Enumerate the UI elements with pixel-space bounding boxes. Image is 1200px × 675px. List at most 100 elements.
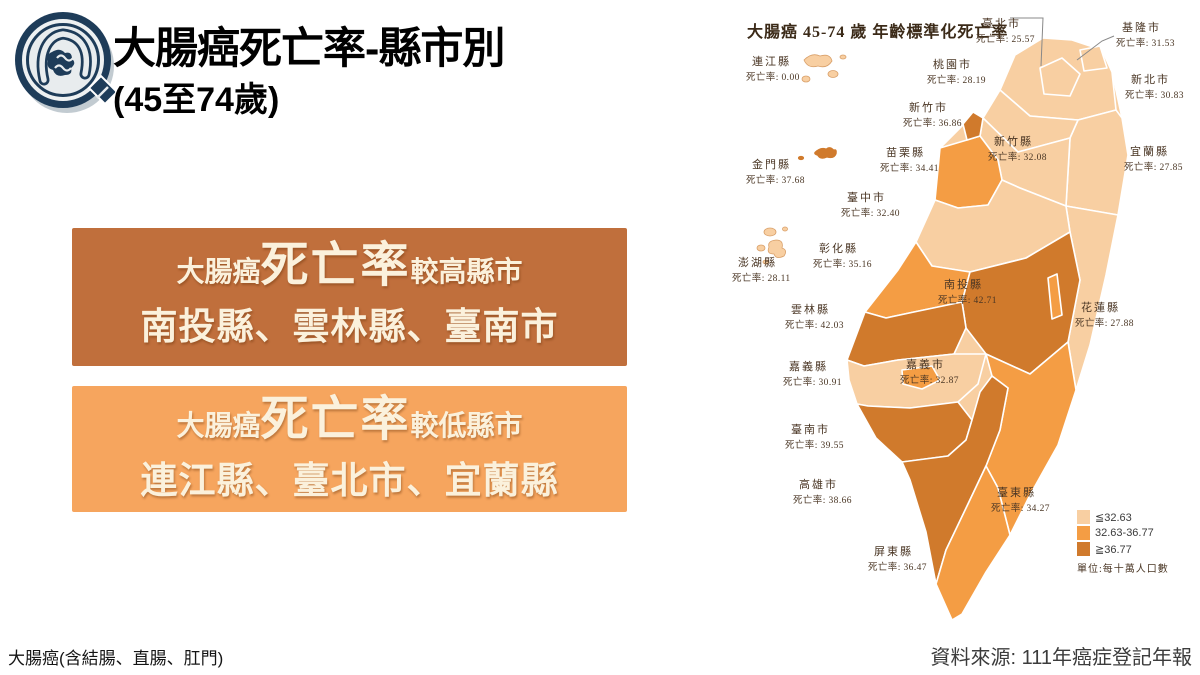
title-line2: (45至74歲) <box>113 80 280 119</box>
county-shape-taipei <box>1039 57 1081 97</box>
colon-magnifier-icon <box>13 6 119 120</box>
county-label: 新北市死亡率: 30.83 <box>1125 72 1184 104</box>
county-name: 嘉義市 <box>906 359 945 371</box>
county-label: 苗栗縣死亡率: 34.41 <box>880 145 939 177</box>
county-rate: 死亡率: 0.00 <box>746 73 800 84</box>
taipei-leader-line <box>1010 17 1044 67</box>
county-rate: 死亡率: 32.87 <box>900 376 959 387</box>
county-rate: 死亡率: 39.55 <box>785 441 844 452</box>
legend-label: 32.63-36.77 <box>1095 527 1154 539</box>
county-label: 臺北市死亡率: 25.57 <box>976 16 1035 48</box>
county-name: 嘉義縣 <box>789 361 828 373</box>
county-rate: 死亡率: 37.68 <box>746 176 805 187</box>
county-label: 基隆市死亡率: 31.53 <box>1116 20 1175 52</box>
county-label: 南投縣死亡率: 42.71 <box>938 277 997 309</box>
county-name: 新竹縣 <box>994 136 1033 148</box>
county-rate: 死亡率: 42.71 <box>938 296 997 307</box>
county-label: 新竹市 死亡率: 36.86 <box>903 100 962 132</box>
county-rate: 死亡率: 28.11 <box>732 274 791 285</box>
county-label: 臺南市死亡率: 39.55 <box>785 422 844 454</box>
low-box-emphasis: 死亡率 <box>260 393 411 446</box>
county-name: 澎湖縣 <box>738 257 777 269</box>
county-rate: 死亡率: 30.83 <box>1125 91 1184 102</box>
taiwan-map-svg <box>756 17 1129 621</box>
high-box-prefix: 大腸癌 <box>176 256 261 287</box>
county-rate: 死亡率: 38.66 <box>793 496 852 507</box>
county-rate: 死亡率: 30.91 <box>783 378 842 389</box>
county-name: 臺東縣 <box>997 487 1036 499</box>
map-legend: ≦32.63 32.63-36.77 ≧36.77 單位:每十萬人口數 <box>1077 510 1169 575</box>
county-label: 連江縣死亡率: 0.00 <box>746 54 800 86</box>
county-rate: 死亡率: 34.41 <box>880 164 939 175</box>
county-label: 嘉義市死亡率: 32.87 <box>900 357 959 389</box>
county-name: 雲林縣 <box>791 304 830 316</box>
high-box-heading: 大腸癌死亡率較高縣市 <box>72 236 627 296</box>
county-rate: 死亡率: 28.19 <box>927 76 986 87</box>
county-label: 臺東縣 死亡率: 34.27 <box>991 485 1050 517</box>
title-line1: 大腸癌死亡率-縣市別 <box>113 25 505 73</box>
footer-note-left: 大腸癌(含結腸、直腸、肛門) <box>8 649 224 668</box>
high-mortality-box: 大腸癌死亡率較高縣市 南投縣、雲林縣、臺南市 <box>72 228 627 366</box>
county-rate: 死亡率: 32.40 <box>841 209 900 220</box>
county-rate: 死亡率: 35.16 <box>813 260 872 271</box>
county-shape-kaohsiung <box>901 375 1009 585</box>
legend-unit: 單位:每十萬人口數 <box>1077 564 1169 575</box>
legend-item: ≧36.77 <box>1077 542 1169 556</box>
county-rate: 死亡率: 32.08 <box>988 153 1047 164</box>
county-name: 高雄市 <box>799 479 838 491</box>
county-label: 雲林縣死亡率: 42.03 <box>785 302 844 334</box>
footer-source-right: 資料來源: 111年癌症登記年報 <box>930 647 1192 669</box>
low-mortality-box: 大腸癌死亡率較低縣市 連江縣、臺北市、宜蘭縣 <box>72 386 627 512</box>
county-rate: 死亡率: 42.03 <box>785 321 844 332</box>
county-shape-chiayi-city <box>901 365 941 390</box>
county-label: 嘉義縣死亡率: 30.91 <box>783 359 842 391</box>
county-name: 屏東縣 <box>874 546 913 558</box>
county-name: 苗栗縣 <box>886 147 925 159</box>
county-shape-nantou <box>961 231 1081 375</box>
matsu-islands <box>801 54 847 83</box>
county-rate: 死亡率: 27.88 <box>1075 319 1134 330</box>
county-name: 南投縣 <box>944 279 983 291</box>
county-shape-keelung <box>1079 45 1108 72</box>
county-label: 花蓮縣死亡率: 27.88 <box>1075 300 1134 332</box>
county-label: 高雄市死亡率: 38.66 <box>793 477 852 509</box>
county-name: 花蓮縣 <box>1081 302 1120 314</box>
county-name: 彰化縣 <box>819 243 858 255</box>
low-box-suffix: 較低縣市 <box>410 410 523 441</box>
keelung-leader-line <box>1076 35 1115 61</box>
county-label: 彰化縣死亡率: 35.16 <box>813 241 872 273</box>
county-rate: 死亡率: 25.57 <box>976 35 1035 46</box>
penghu-islands <box>756 226 788 265</box>
county-name: 臺中市 <box>847 192 886 204</box>
county-label: 臺中市死亡率: 32.40 <box>841 190 900 222</box>
county-shape-hsinchu-city <box>962 111 984 141</box>
high-box-emphasis: 死亡率 <box>260 239 411 292</box>
page-title: 大腸癌死亡率-縣市別 (45至74歲) <box>113 24 505 120</box>
low-box-prefix: 大腸癌 <box>176 410 261 441</box>
high-box-counties: 南投縣、雲林縣、臺南市 <box>140 306 559 347</box>
county-label: 金門縣死亡率: 37.68 <box>746 157 805 189</box>
legend-item: 32.63-36.77 <box>1077 526 1169 540</box>
county-name: 基隆市 <box>1122 22 1161 34</box>
low-box-counties: 連江縣、臺北市、宜蘭縣 <box>140 460 559 501</box>
legend-swatch <box>1077 510 1090 524</box>
county-rate: 死亡率: 36.86 <box>903 119 962 130</box>
high-box-suffix: 較高縣市 <box>410 256 523 287</box>
county-rate: 死亡率: 36.47 <box>868 563 927 574</box>
legend-item: ≦32.63 <box>1077 510 1169 524</box>
legend-swatch <box>1077 542 1090 556</box>
county-label: 屏東縣死亡率: 36.47 <box>868 544 927 576</box>
county-name: 桃園市 <box>933 59 972 71</box>
county-name: 臺北市 <box>982 18 1021 30</box>
legend-label: ≦32.63 <box>1095 511 1132 524</box>
county-rate: 死亡率: 27.85 <box>1124 163 1183 174</box>
legend-swatch <box>1077 526 1090 540</box>
legend-label: ≧36.77 <box>1095 543 1132 556</box>
county-label: 新竹縣死亡率: 32.08 <box>988 134 1047 166</box>
county-rate: 死亡率: 31.53 <box>1116 39 1175 50</box>
county-name: 新北市 <box>1131 74 1170 86</box>
county-name: 臺南市 <box>791 424 830 436</box>
county-name: 連江縣 <box>752 56 791 68</box>
county-name: 金門縣 <box>752 159 791 171</box>
